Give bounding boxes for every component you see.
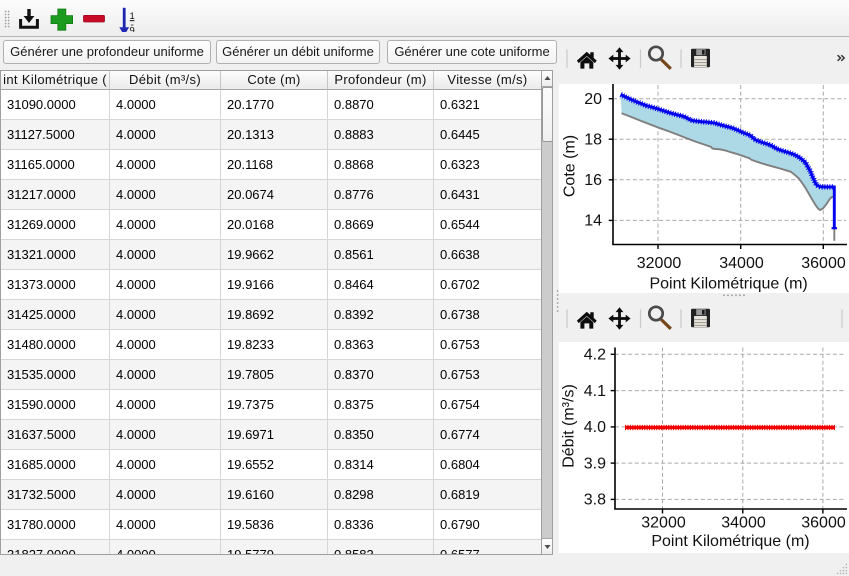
svg-text:32000: 32000 bbox=[637, 255, 682, 272]
svg-text:4.2: 4.2 bbox=[584, 347, 606, 364]
svg-text:16: 16 bbox=[584, 172, 602, 189]
svg-text:Point Kilométrique (m): Point Kilométrique (m) bbox=[649, 275, 807, 292]
svg-text:1: 1 bbox=[130, 11, 135, 22]
svg-text:20: 20 bbox=[584, 91, 602, 108]
svg-text:34000: 34000 bbox=[719, 255, 764, 272]
svg-text:32000: 32000 bbox=[641, 515, 686, 532]
svg-text:4.1: 4.1 bbox=[584, 383, 606, 400]
svg-text:4.0: 4.0 bbox=[584, 419, 606, 436]
svg-text:3.8: 3.8 bbox=[584, 492, 606, 509]
svg-text:36000: 36000 bbox=[801, 255, 846, 272]
svg-text:3.9: 3.9 bbox=[584, 455, 606, 472]
svg-text:34000: 34000 bbox=[721, 515, 766, 532]
svg-text:18: 18 bbox=[584, 132, 602, 149]
svg-text:36000: 36000 bbox=[801, 515, 846, 532]
svg-text:Point Kilométrique (m): Point Kilométrique (m) bbox=[651, 533, 809, 550]
svg-text:9: 9 bbox=[130, 26, 135, 33]
svg-text:Cote (m): Cote (m) bbox=[562, 135, 579, 197]
svg-text:14: 14 bbox=[584, 213, 602, 230]
svg-text:Débit (m³/s): Débit (m³/s) bbox=[561, 384, 578, 468]
